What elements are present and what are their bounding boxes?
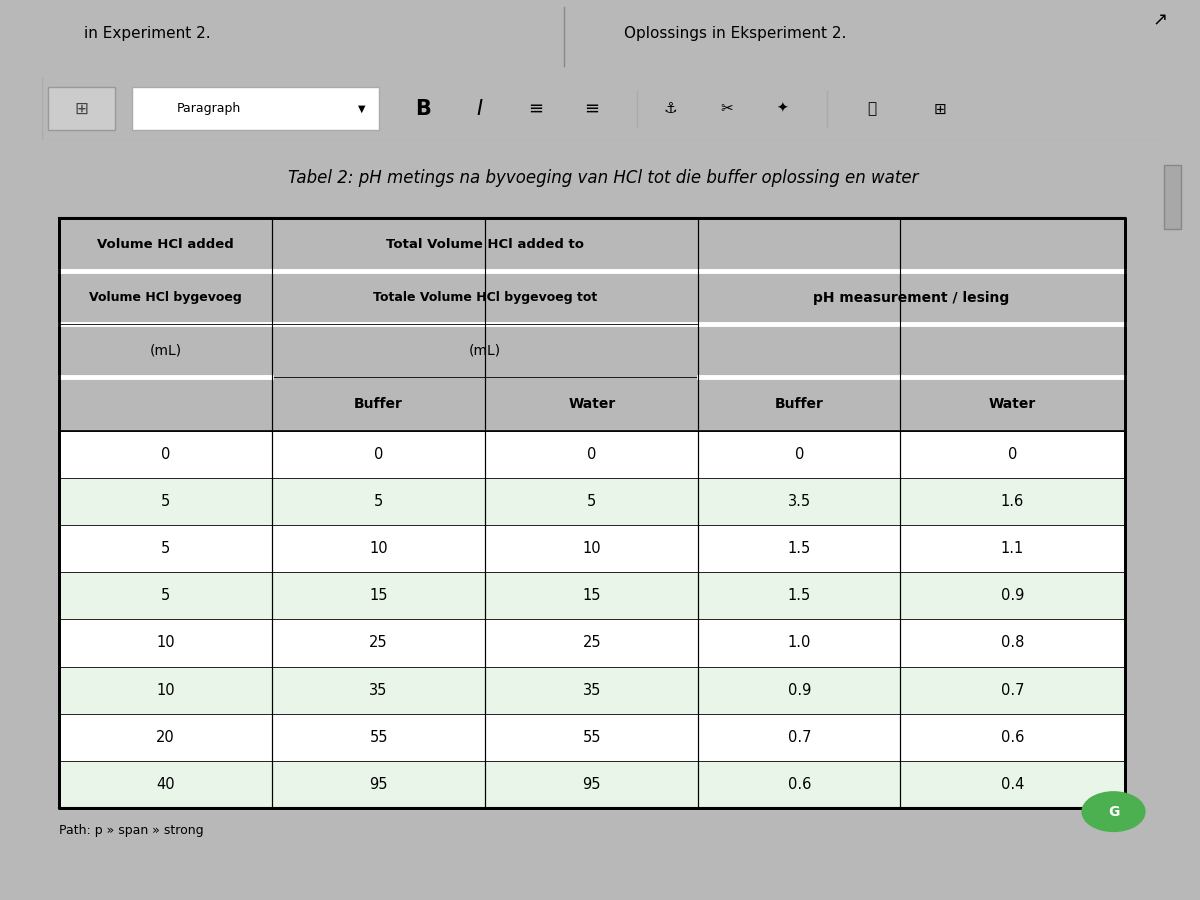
Bar [59,525,1124,572]
Text: 35: 35 [370,682,388,698]
Text: 0.6: 0.6 [1001,730,1025,745]
Bar [59,430,1124,478]
Text: 0.6: 0.6 [787,777,811,792]
Text: 95: 95 [370,777,388,792]
Text: 10: 10 [156,682,175,698]
Text: 5: 5 [161,541,170,556]
Text: 1.5: 1.5 [787,541,811,556]
Text: 1.6: 1.6 [1001,494,1024,508]
Text: 10: 10 [156,635,175,651]
Text: 20: 20 [156,730,175,745]
Bar [59,760,1124,808]
Text: 25: 25 [582,635,601,651]
Text: ▼: ▼ [358,104,366,114]
Bar [1164,166,1181,229]
Text: in Experiment 2.: in Experiment 2. [84,26,211,40]
Text: 0: 0 [1008,446,1018,462]
Text: G: G [1108,805,1120,819]
Bar [59,619,1124,667]
Text: 5: 5 [161,494,170,508]
Text: ⊞: ⊞ [934,102,946,116]
Text: Buffer: Buffer [354,397,403,411]
Text: Water: Water [989,397,1036,411]
Text: 1.0: 1.0 [787,635,811,651]
Text: 10: 10 [582,541,601,556]
Text: 0.7: 0.7 [787,730,811,745]
Text: 5: 5 [161,589,170,603]
Circle shape [1082,792,1145,832]
Text: Path: p » span » strong: Path: p » span » strong [59,824,204,837]
Bar [59,478,1124,525]
Text: (mL): (mL) [469,344,502,358]
Text: 0.9: 0.9 [787,682,811,698]
Text: ≡: ≡ [584,100,599,118]
Text: B: B [415,99,432,119]
Text: 0.7: 0.7 [1001,682,1025,698]
Text: 10: 10 [370,541,388,556]
Text: 35: 35 [582,682,601,698]
Text: Volume HCl added: Volume HCl added [97,238,234,251]
Text: ⚓: ⚓ [664,102,677,116]
Text: 40: 40 [156,777,175,792]
Text: 0: 0 [587,446,596,462]
Text: Buffer: Buffer [775,397,823,411]
Text: 5: 5 [374,494,383,508]
Text: 0.8: 0.8 [1001,635,1025,651]
Text: 0: 0 [794,446,804,462]
Bar [59,667,1124,714]
Text: 15: 15 [582,589,601,603]
Text: Totale Volume HCl bygevoeg tot: Totale Volume HCl bygevoeg tot [373,292,598,304]
Text: ↗: ↗ [1152,11,1168,29]
Text: 1.5: 1.5 [787,589,811,603]
Text: 1.1: 1.1 [1001,541,1024,556]
Bar [48,87,115,130]
Text: 55: 55 [582,730,601,745]
Text: Paragraph: Paragraph [176,103,241,115]
Text: ≡: ≡ [528,100,544,118]
Bar [59,572,1124,619]
Text: 25: 25 [370,635,388,651]
Text: Total Volume HCl added to: Total Volume HCl added to [386,238,584,251]
Text: Volume HCl bygevoeg: Volume HCl bygevoeg [89,292,241,304]
Text: ✦: ✦ [776,102,788,116]
Text: 🖼: 🖼 [868,102,877,116]
Text: 0.9: 0.9 [1001,589,1025,603]
Text: I: I [476,99,482,119]
Text: Tabel 2: pH metings na byvoeging van HCl tot die buffer oplossing en water: Tabel 2: pH metings na byvoeging van HCl… [288,168,918,186]
Text: 5: 5 [587,494,596,508]
Text: 0.4: 0.4 [1001,777,1025,792]
Text: 15: 15 [370,589,388,603]
Bar [132,87,379,130]
Text: (mL): (mL) [149,344,181,358]
Text: ⊞: ⊞ [74,100,89,118]
Text: 55: 55 [370,730,388,745]
Text: 0: 0 [374,446,383,462]
Text: 0: 0 [161,446,170,462]
Text: Water: Water [568,397,616,411]
Text: 95: 95 [582,777,601,792]
Text: Oplossings in Eksperiment 2.: Oplossings in Eksperiment 2. [624,26,846,40]
Text: 3.5: 3.5 [787,494,811,508]
Text: ✂: ✂ [720,102,733,116]
Bar [59,714,1124,760]
Text: pH measurement / lesing: pH measurement / lesing [814,291,1009,305]
